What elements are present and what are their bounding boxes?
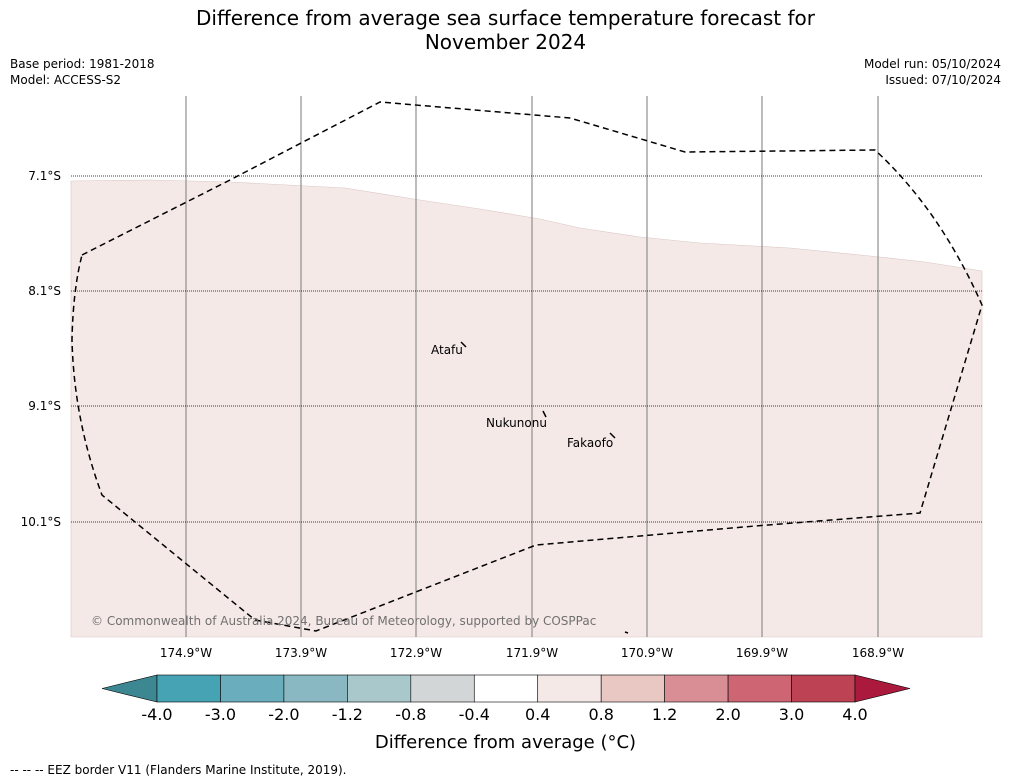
place-label-fakaofo: Fakaofo <box>567 436 614 450</box>
colorbar-tick-label: 4.0 <box>842 705 868 724</box>
colorbar-label: Difference from average (°C) <box>374 732 637 753</box>
model-run: Model run: 05/10/2024 <box>863 57 1001 71</box>
colorbar-segment <box>727 674 792 703</box>
colorbar-tick-label: -4.0 <box>141 705 173 724</box>
eez-footnote: -- -- -- EEZ border V11 (Flanders Marine… <box>10 763 347 777</box>
colorbar-segment <box>537 674 602 703</box>
lat-label: 10.1°S <box>20 515 61 529</box>
colorbar-segment <box>156 674 221 703</box>
lon-label: 174.9°W <box>159 646 213 660</box>
title-line-2: November 2024 <box>424 30 587 54</box>
place-label-nukunonu: Nukunonu <box>486 416 547 430</box>
lat-label: 9.1°S <box>28 399 61 413</box>
colorbar-segment <box>283 674 348 703</box>
model-name: Model: ACCESS-S2 <box>10 73 122 87</box>
lat-label: 8.1°S <box>28 284 61 298</box>
colorbar-segment <box>410 674 475 703</box>
lon-label: 168.9°W <box>851 646 905 660</box>
nukunonu-island-shape <box>542 410 547 418</box>
colorbar-segment <box>220 674 285 703</box>
colorbar-segment <box>347 674 412 703</box>
place-label-atafu: Atafu <box>431 343 463 357</box>
fakaofo-island-shape <box>609 432 616 439</box>
anomaly-fill-region <box>70 179 983 638</box>
colorbar-tick-label: 0.4 <box>524 705 551 724</box>
chart-title: Difference from average sea surface temp… <box>0 6 1011 54</box>
copyright-notice: © Commonwealth of Australia 2024, Bureau… <box>91 614 597 628</box>
title-line-1: Difference from average sea surface temp… <box>195 6 815 30</box>
lon-label: 171.9°W <box>505 646 559 660</box>
colorbar-tick-label: 3.0 <box>778 705 805 724</box>
colorbar-segment <box>791 674 856 703</box>
lat-label: 7.1°S <box>28 169 61 183</box>
colorbar-tick-label: 2.0 <box>715 705 741 724</box>
colorbar-extend-high <box>854 674 911 703</box>
meta-right: Model run: 05/10/2024 Issued: 07/10/2024 <box>864 56 1001 88</box>
colorbar-extend-low <box>101 674 158 703</box>
base-period: Base period: 1981-2018 <box>10 57 155 71</box>
lon-label: 169.9°W <box>735 646 789 660</box>
colorbar-segment <box>600 674 665 703</box>
eez-border <box>71 101 983 632</box>
colorbar-tick-label: 1.2 <box>651 705 678 724</box>
lon-gridlines <box>185 96 879 637</box>
colorbar-tick-label: -0.8 <box>395 705 427 724</box>
colorbar-tick-label: 0.8 <box>588 705 614 724</box>
lon-label: 172.9°W <box>389 646 443 660</box>
atafu-island-shape <box>460 341 467 348</box>
lon-label: 173.9°W <box>274 646 328 660</box>
small-island-shape <box>624 631 629 634</box>
issued-date: Issued: 07/10/2024 <box>885 73 1001 87</box>
colorbar-tick-label: -3.0 <box>204 705 237 724</box>
colorbar-segment <box>473 674 539 703</box>
lon-label: 170.9°W <box>620 646 674 660</box>
colorbar-segment <box>664 674 729 703</box>
colorbar-tick-label: -1.2 <box>331 705 363 724</box>
colorbar <box>101 674 911 703</box>
colorbar-tick-label: -2.0 <box>268 705 300 724</box>
meta-left: Base period: 1981-2018 Model: ACCESS-S2 <box>10 56 155 88</box>
colorbar-tick-label: -0.4 <box>458 705 490 724</box>
